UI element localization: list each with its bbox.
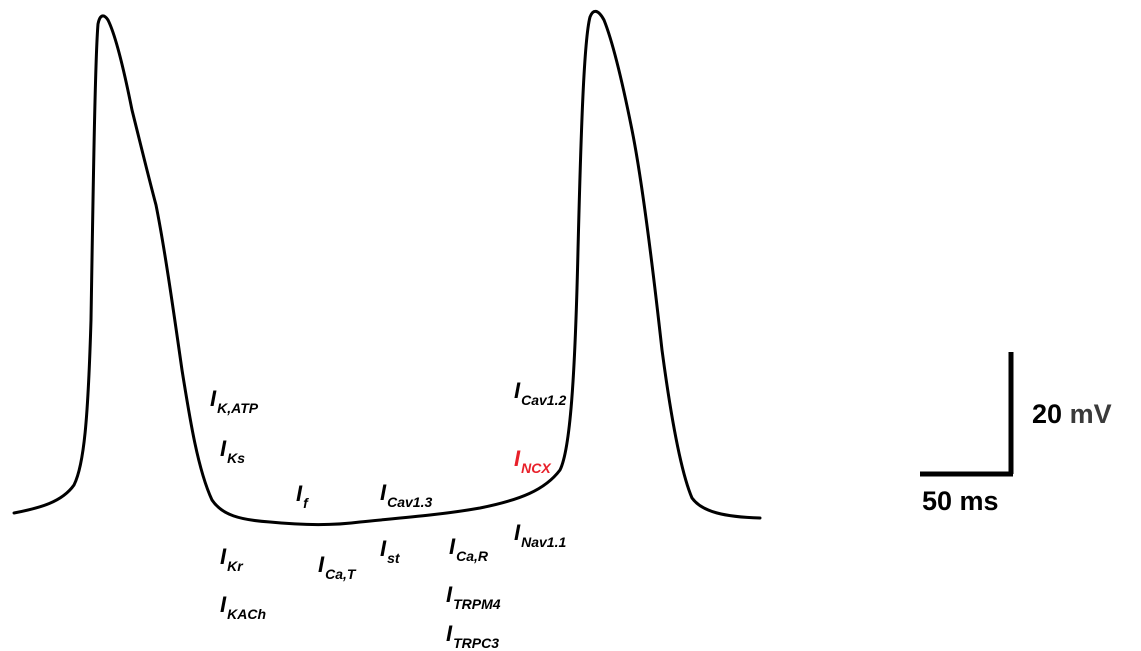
voltage-scale-value: 20 bbox=[1032, 399, 1063, 429]
voltage-scale-unit: mV bbox=[1069, 399, 1112, 429]
label-incx: INCX bbox=[514, 446, 551, 476]
voltage-scale-label: 20 mV bbox=[1032, 399, 1112, 430]
label-icav13: ICav1.3 bbox=[380, 480, 433, 510]
label-icav12: ICav1.2 bbox=[514, 378, 567, 408]
time-scale-label: 50 ms bbox=[922, 486, 999, 516]
label-ist: Ist bbox=[380, 536, 400, 566]
label-if: If bbox=[296, 481, 308, 511]
label-inav11: INav1.1 bbox=[514, 520, 567, 550]
label-iks: IKs bbox=[220, 436, 246, 466]
label-ik-atp: IK,ATP bbox=[210, 386, 259, 416]
label-ikr: IKr bbox=[220, 544, 243, 574]
label-itrpm4: ITRPM4 bbox=[446, 582, 501, 612]
label-ica-t: ICa,T bbox=[318, 552, 356, 582]
label-itrpc3: ITRPC3 bbox=[446, 621, 500, 651]
label-ikach: IKACh bbox=[220, 592, 267, 622]
label-ica-r: ICa,R bbox=[449, 534, 489, 564]
membrane-voltage-trace bbox=[12, 9, 762, 527]
